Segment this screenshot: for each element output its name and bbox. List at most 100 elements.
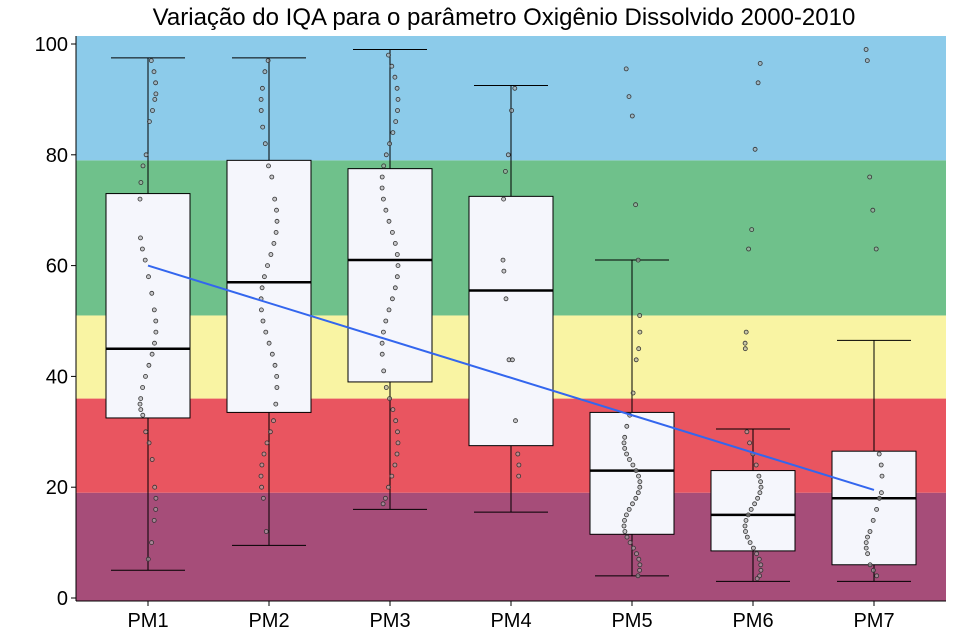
data-point (387, 396, 393, 402)
data-point (870, 518, 876, 523)
data-point (395, 440, 401, 446)
data-point (268, 252, 274, 257)
data-point (258, 473, 264, 479)
data-point (395, 97, 401, 102)
data-point (503, 296, 509, 302)
y-tick-label: 0 (57, 588, 68, 610)
data-point (756, 473, 762, 479)
data-point (502, 168, 508, 174)
data-point (745, 512, 751, 518)
box-body (468, 195, 554, 447)
data-point (140, 412, 146, 418)
data-point (624, 512, 629, 518)
data-point (389, 473, 395, 479)
data-point (516, 473, 522, 479)
data-point (153, 318, 159, 324)
data-point (389, 296, 395, 302)
data-point (752, 146, 758, 152)
box-body (226, 159, 312, 413)
data-point (383, 152, 389, 158)
data-point (863, 545, 869, 551)
data-point (743, 518, 749, 523)
x-tick-label-pm6: PM6 (732, 610, 773, 632)
data-point (871, 567, 876, 573)
data-point (630, 390, 636, 396)
data-point (622, 445, 628, 451)
data-point (142, 257, 148, 263)
data-point (758, 562, 764, 568)
data-point (749, 227, 755, 233)
data-point (874, 506, 879, 512)
data-point (622, 434, 628, 440)
data-point (627, 540, 633, 545)
data-point (152, 340, 157, 346)
data-point (635, 573, 641, 579)
data-point (621, 440, 627, 446)
box-pm5 (589, 259, 675, 577)
data-point (746, 246, 751, 252)
data-point (513, 418, 518, 424)
data-point (631, 545, 636, 551)
data-point (392, 285, 398, 291)
data-point (878, 462, 884, 468)
data-point (148, 58, 154, 63)
data-point (263, 329, 269, 335)
points-pm7 (863, 47, 885, 579)
data-point (262, 69, 268, 75)
data-point (390, 407, 396, 413)
data-point (742, 523, 748, 529)
data-point (392, 462, 398, 468)
data-point (395, 263, 401, 269)
data-point (379, 351, 385, 357)
data-point (755, 80, 761, 86)
data-point (274, 218, 280, 224)
data-point (629, 113, 635, 119)
data-point (754, 576, 760, 581)
data-point (140, 163, 146, 169)
data-point (379, 174, 385, 180)
data-point (863, 47, 869, 52)
box-pm7 (831, 339, 917, 582)
data-point (267, 429, 273, 435)
data-point (624, 451, 629, 457)
data-point (637, 562, 643, 568)
data-point (263, 529, 269, 534)
data-point (386, 307, 392, 313)
data-point (392, 74, 398, 80)
data-point (637, 567, 642, 573)
x-tick-label-pm4: PM4 (490, 610, 531, 632)
data-point (149, 351, 155, 357)
data-point (266, 163, 271, 169)
data-point (138, 235, 143, 241)
data-point (383, 207, 389, 213)
data-point (261, 274, 267, 280)
boxes (105, 49, 917, 582)
points-pm3 (379, 52, 401, 507)
data-point (515, 451, 521, 457)
data-point (757, 61, 763, 66)
data-point (138, 180, 144, 185)
data-point (261, 451, 267, 457)
data-point (758, 479, 763, 485)
data-point (260, 495, 266, 501)
y-tick-label: 40 (46, 366, 68, 388)
data-point (151, 69, 157, 75)
data-point (395, 429, 400, 435)
data-point (380, 329, 386, 335)
data-point (753, 462, 759, 468)
data-point (622, 529, 628, 534)
data-point (742, 340, 748, 346)
data-point (259, 462, 265, 468)
data-point (637, 479, 643, 485)
y-tick-label: 20 (46, 477, 68, 499)
data-point (758, 567, 764, 573)
data-point (146, 362, 152, 368)
axes: 0 20 40 60 80 100 PM1 PM2 PM3 PM4 PM5 PM6 PM7 (35, 34, 946, 632)
data-point (394, 274, 400, 280)
data-point (626, 94, 632, 99)
data-point (756, 556, 762, 562)
data-point (137, 196, 143, 202)
data-point (259, 285, 265, 291)
data-point (152, 484, 158, 490)
